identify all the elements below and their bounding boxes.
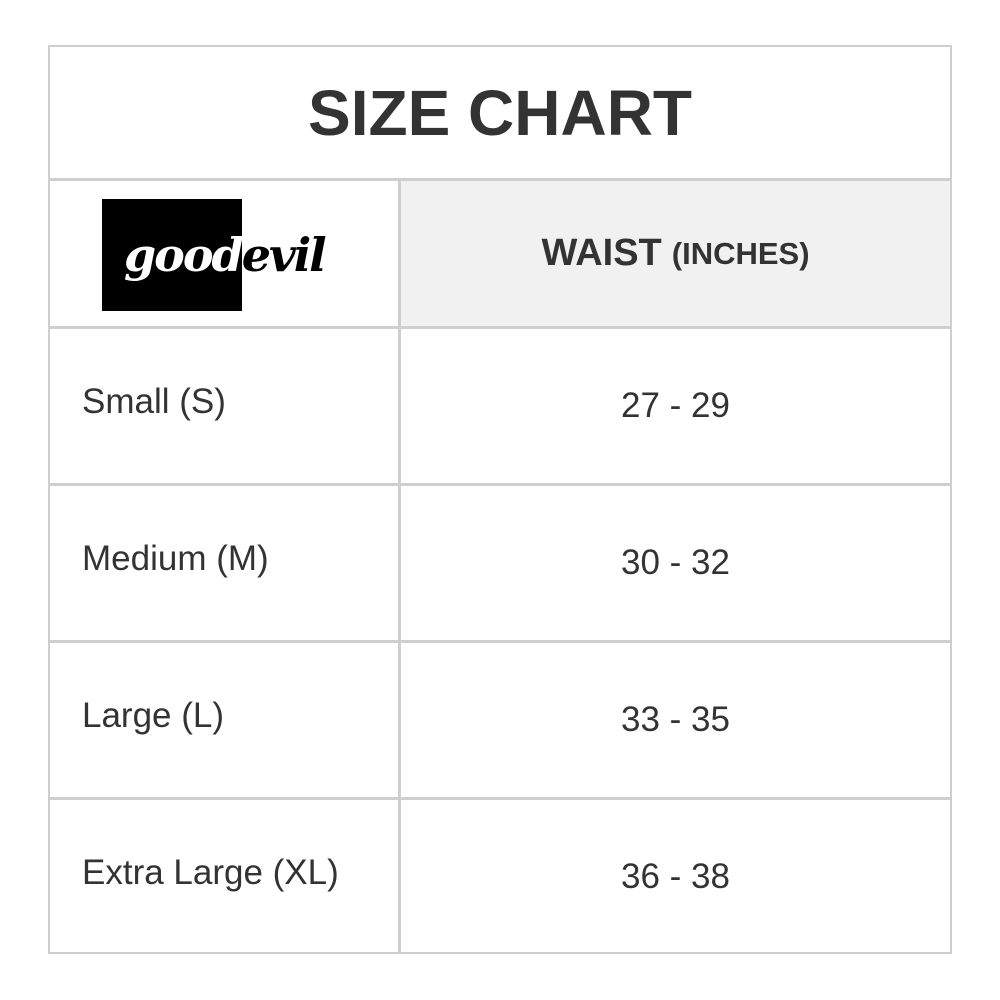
divider	[50, 326, 950, 329]
unit-label: (INCHES)	[671, 235, 810, 271]
logo-text-evil: evil	[241, 228, 327, 282]
size-label: Medium (M)	[82, 539, 269, 578]
table-row: Large (L) 33 - 35	[50, 643, 950, 797]
column-divider	[398, 178, 401, 952]
size-label: Large (L)	[82, 696, 225, 735]
size-label: Small (S)	[82, 382, 226, 421]
divider	[50, 797, 950, 800]
table-row: Small (S) 27 - 29	[50, 329, 950, 483]
table-row: Extra Large (XL) 36 - 38	[50, 800, 950, 954]
brand-logo: good evil	[102, 199, 329, 311]
waist-value: 27 - 29	[621, 386, 730, 425]
divider	[50, 178, 950, 181]
waist-header: WAIST (INCHES)	[401, 181, 950, 326]
size-label: Extra Large (XL)	[82, 853, 339, 892]
divider	[50, 640, 950, 643]
size-chart-table: SIZE CHART good evil WAIST (INCHES) Small…	[48, 45, 952, 954]
waist-value: 30 - 32	[621, 543, 730, 582]
waist-label: WAIST	[541, 232, 662, 274]
table-row: Medium (M) 30 - 32	[50, 486, 950, 640]
divider	[50, 483, 950, 486]
waist-value: 33 - 35	[621, 700, 730, 739]
page-title: SIZE CHART	[308, 76, 692, 149]
logo-text-good: good	[102, 199, 244, 311]
waist-value: 36 - 38	[621, 857, 730, 896]
